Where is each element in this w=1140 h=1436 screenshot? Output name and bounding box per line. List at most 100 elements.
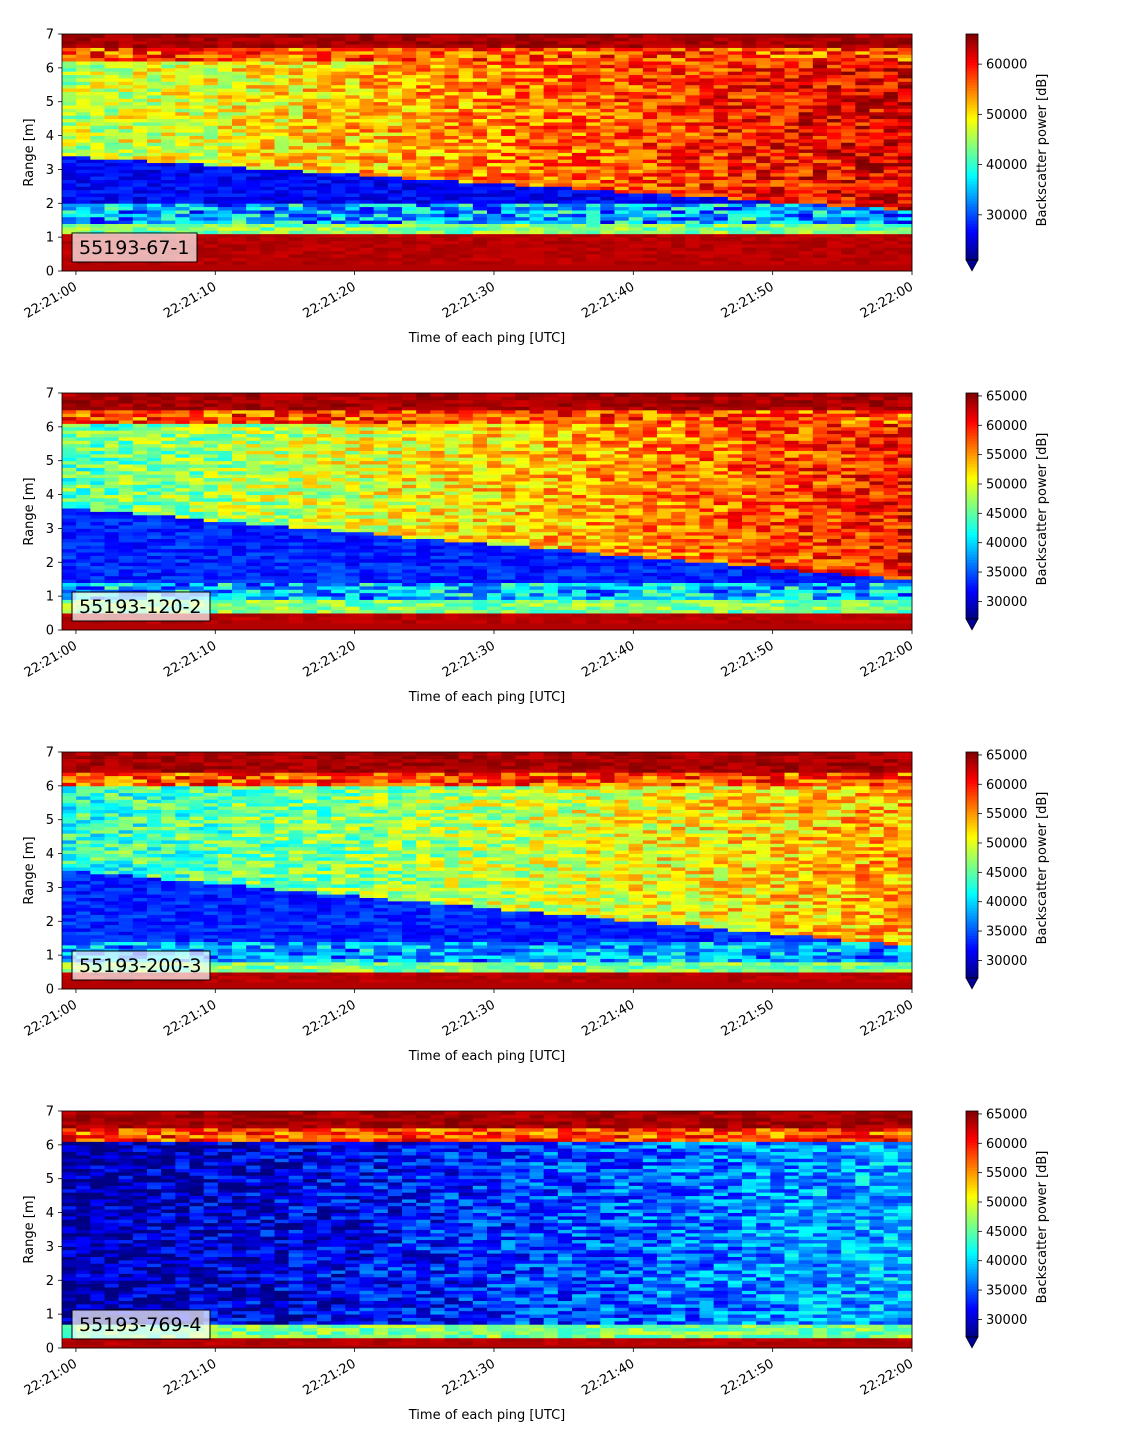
heatmap-cell [770,84,785,89]
heatmap-cell [600,203,615,208]
heatmap-cell [232,145,247,150]
heatmap-cell [487,50,502,55]
heatmap-cell [302,37,318,42]
heatmap-cell [260,189,275,194]
heatmap-cell [699,196,715,201]
heatmap-cell [118,433,134,438]
heatmap-cell [770,189,785,194]
heatmap-cell [161,403,176,407]
heatmap-cell [246,81,261,86]
heatmap-cell [402,186,417,191]
heatmap-cell [614,138,630,143]
heatmap-cell [827,240,842,245]
heatmap-cell [203,122,219,126]
heatmap-cell [657,240,672,245]
heatmap-cell [742,125,757,130]
heatmap-cell [529,40,545,45]
heatmap-cell [430,40,445,45]
heatmap-cell [246,220,261,224]
heatmap-cell [175,565,190,570]
heatmap-cell [359,111,375,116]
heatmap-cell [685,162,700,167]
heatmap-cell [246,166,261,170]
heatmap-cell [189,541,205,546]
heatmap-cell [529,152,545,157]
heatmap-cell [614,186,630,191]
heatmap-cell [175,430,190,435]
heatmap-cell [458,125,474,130]
x-tick-label: 22:21:00 [22,279,80,321]
heatmap-cell [855,101,870,106]
heatmap-cell [76,260,91,265]
heatmap-cell [402,233,417,238]
heatmap-cell [217,118,233,123]
heatmap-cell [189,220,205,224]
heatmap-cell [246,162,261,167]
heatmap-cell [147,514,162,519]
heatmap-cell [90,159,105,164]
heatmap-cell [628,176,644,180]
heatmap-cell [529,223,545,228]
heatmap-cell [586,128,601,133]
heatmap-cell [798,125,814,130]
heatmap-cell [671,98,686,103]
heatmap-cell [812,47,828,52]
heatmap-cell [317,135,332,140]
heatmap-cell [671,81,686,86]
heatmap-cell [302,220,318,224]
heatmap-cell [373,128,389,133]
heatmap-cell [317,61,332,65]
heatmap-cell [359,260,375,265]
heatmap-cell [90,176,105,180]
heatmap-cell [472,254,488,258]
heatmap-cell [246,199,261,204]
heatmap-cell [246,71,261,76]
heatmap-cell [118,138,134,143]
heatmap-cell [76,61,91,65]
heatmap-cell [586,94,601,99]
heatmap-cell [699,182,715,187]
heatmap-cell [642,101,658,106]
heatmap-cell [260,98,275,103]
heatmap-cell [430,264,445,269]
heatmap-cell [90,538,105,543]
heatmap-cell [132,623,148,628]
heatmap-cell [685,91,700,96]
heatmap-cell [132,589,148,594]
heatmap-cell [76,118,91,123]
heatmap-cell [600,247,615,252]
heatmap-cell [784,213,800,218]
heatmap-cell [203,264,219,269]
heatmap-cell [827,179,842,184]
heatmap-cell [345,176,360,180]
heatmap-cell [487,135,502,140]
heatmap-cell [472,257,488,262]
heatmap-cell [699,34,715,38]
heatmap-cell [657,128,672,133]
heatmap-cell [387,138,403,143]
heatmap-cell [827,226,842,231]
heatmap-cell [557,108,573,113]
heatmap-cell [104,575,120,580]
heatmap-cell [118,518,134,523]
heatmap-cell [104,138,120,143]
heatmap-cell [642,267,658,272]
heatmap-cell [727,64,743,69]
heatmap-cell [812,142,828,147]
heatmap-cell [302,135,318,140]
heatmap-cell [90,57,105,62]
heatmap-cell [642,230,658,235]
heatmap-cell [62,176,77,180]
heatmap-cell [883,74,899,79]
heatmap-cell [132,138,148,143]
heatmap-cell [883,257,899,262]
heatmap-cell [147,206,162,211]
heatmap-cell [812,264,828,269]
heatmap-cell [713,172,729,177]
heatmap-cell [217,101,233,106]
heatmap-cell [841,98,856,103]
heatmap-cell [742,254,757,258]
heatmap-cell [132,125,148,130]
heatmap-cell [600,57,615,62]
heatmap-cell [373,230,389,235]
